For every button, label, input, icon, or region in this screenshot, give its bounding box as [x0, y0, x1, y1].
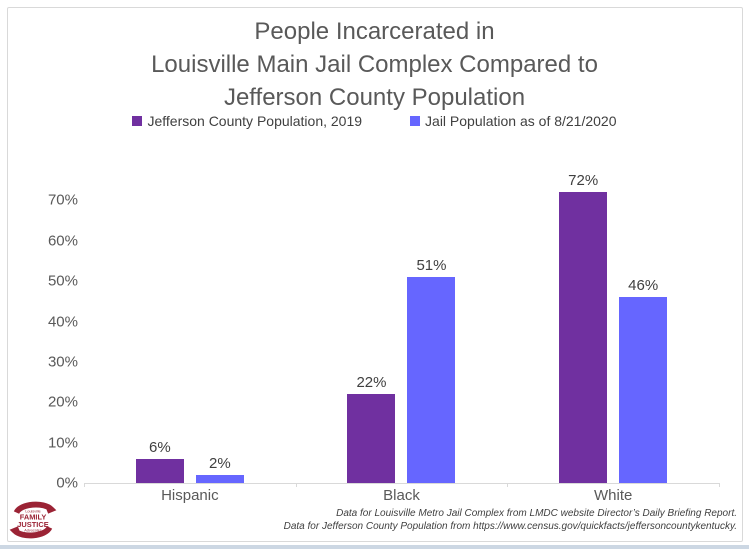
bar-slot: 72% [559, 172, 608, 483]
footnote-line-2: Data for Jefferson County Population fro… [283, 521, 737, 532]
bar-white-county [559, 192, 608, 483]
bar-hispanic-county [135, 458, 184, 483]
data-label-black-county: 22% [356, 374, 387, 392]
bar-white-jail [619, 297, 668, 483]
legend-item-county-population: Jefferson County Population, 2019 [132, 113, 362, 129]
chart-title-line-2: Louisville Main Jail Complex Compared to [151, 51, 598, 78]
y-axis-tick-40: 40% [47, 313, 78, 330]
x-axis-boundary-tick [507, 483, 509, 487]
bar-slot: 6% [135, 439, 184, 483]
bar-slot: 51% [407, 257, 456, 483]
x-axis: Hispanic Black White [84, 487, 719, 507]
chart-title-line-3: Jefferson County Population [223, 84, 526, 111]
category-label-white: White [593, 487, 633, 504]
x-axis-boundary-tick [84, 483, 85, 487]
bar-group-hispanic: 6% 2% [84, 439, 296, 483]
y-axis: 0% 10% 20% 30% 40% 50% 60% 70% [18, 160, 78, 492]
legend-item-jail-population: Jail Population as of 8/21/2020 [410, 113, 617, 129]
footnote-line-1: Data for Louisville Metro Jail Complex f… [336, 508, 737, 519]
logo-bottom-arc [9, 525, 53, 539]
bar-black-jail [407, 277, 456, 483]
bar-black-county [347, 394, 396, 483]
y-axis-tick-70: 70% [47, 191, 78, 209]
category-label-hispanic: Hispanic [161, 487, 219, 504]
data-label-white-jail: 46% [628, 277, 659, 295]
source-footnotes: Data for Louisville Metro Jail Complex f… [284, 507, 737, 533]
chart-legend: Jefferson County Population, 2019 Jail P… [0, 113, 749, 129]
logo-text-bottom: Advocates [24, 529, 42, 533]
x-axis-boundary-tick [719, 483, 720, 487]
chart-title-line-1: People Incarcerated in [254, 18, 495, 45]
y-axis-tick-50: 50% [47, 272, 78, 290]
bar-group-black: 22% 51% [296, 257, 508, 483]
logo-text-family: FAMILY [20, 513, 47, 522]
y-axis-tick-20: 20% [47, 393, 78, 411]
y-axis-tick-10: 10% [47, 434, 78, 452]
bar-slot: 2% [195, 455, 244, 483]
chart-title: People Incarcerated in Louisville Main J… [0, 15, 749, 114]
plot-area: 6% 2% 22% 51% 72% 46% [84, 160, 720, 487]
bar-group-white: 72% 46% [507, 172, 719, 483]
y-axis-tick-0: 0% [56, 474, 78, 492]
category-label-black: Black [383, 487, 420, 504]
bar-slot: 46% [619, 277, 668, 483]
legend-swatch-jail-icon [410, 116, 421, 126]
legend-label-county: Jefferson County Population, 2019 [147, 113, 363, 129]
y-axis-tick-60: 60% [47, 232, 78, 250]
family-justice-logo: Louisville FAMILY JUSTICE Advocates [9, 501, 57, 539]
logo-top-arc [13, 501, 57, 515]
x-axis-boundary-tick [295, 483, 297, 487]
bar-hispanic-jail [195, 474, 244, 483]
data-label-hispanic-jail: 2% [208, 454, 231, 472]
logo-text-top: Louisville [25, 510, 40, 514]
bottom-accent-band [0, 545, 749, 549]
legend-swatch-county-icon [132, 116, 143, 126]
y-axis-tick-30: 30% [47, 353, 78, 371]
data-label-white-county: 72% [568, 172, 599, 190]
bar-slot: 22% [347, 374, 396, 483]
data-label-hispanic-county: 6% [148, 438, 171, 456]
legend-label-jail: Jail Population as of 8/21/2020 [425, 113, 617, 129]
logo-text-justice: JUSTICE [17, 520, 48, 529]
data-label-black-jail: 51% [416, 257, 447, 275]
